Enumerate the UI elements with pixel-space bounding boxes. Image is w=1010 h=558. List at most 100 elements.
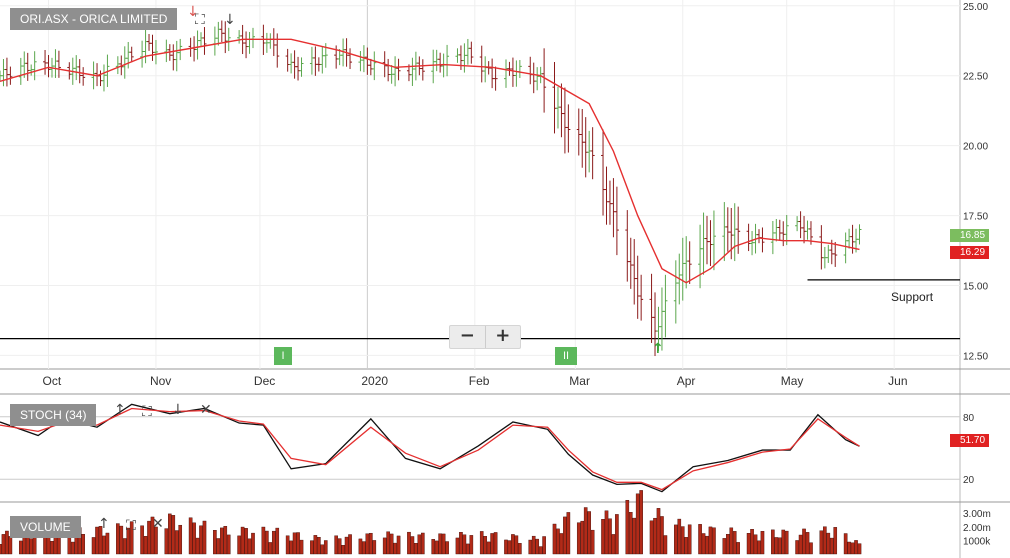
volume-bar-26 bbox=[122, 538, 127, 555]
volume-bar-111 bbox=[535, 538, 539, 555]
volume-bar-75 bbox=[362, 541, 366, 555]
volume-bar-113 bbox=[542, 536, 546, 555]
volume-bar-164 bbox=[795, 540, 799, 555]
volume-bar-43 bbox=[202, 520, 207, 555]
volume-bar-73 bbox=[348, 534, 352, 555]
volume-bar-31 bbox=[147, 520, 151, 555]
volume-bar-133 bbox=[639, 490, 643, 555]
symbol-title[interactable]: ORI.ASX - ORICA LIMITED bbox=[10, 8, 178, 30]
volume-bar-91 bbox=[438, 533, 442, 555]
volume-bar-74 bbox=[358, 538, 363, 555]
volume-bar-101 bbox=[486, 541, 491, 555]
volume-close-icon[interactable]: ✕ bbox=[152, 516, 164, 532]
volume-bar-45 bbox=[216, 538, 221, 555]
volume-bar-32 bbox=[150, 516, 155, 555]
volume-bar-107 bbox=[514, 535, 519, 555]
volume-bar-1 bbox=[1, 534, 6, 555]
stoch-series bbox=[0, 403, 860, 493]
volume-bar-158 bbox=[760, 531, 765, 555]
volume-bar-174 bbox=[843, 533, 848, 555]
expand-icon[interactable]: ⛶ bbox=[195, 12, 205, 28]
stoch-title[interactable]: STOCH (34) bbox=[10, 404, 97, 426]
volume-bar-76 bbox=[365, 533, 370, 555]
volume-tick-label-0: 1000k bbox=[963, 536, 991, 547]
volume-bar-22 bbox=[102, 535, 106, 555]
axis-labels: Oct Nov Dec 2020 Feb Mar Apr May Jun 12.50 15.00 17… bbox=[43, 2, 992, 548]
volume-bar-161 bbox=[777, 537, 782, 555]
volume-bar-155 bbox=[750, 529, 754, 555]
volume-tick-label-1: 2.00m bbox=[963, 523, 991, 534]
volume-bar-34 bbox=[164, 528, 169, 555]
volume-bar-30 bbox=[143, 536, 148, 555]
volume-bar-109 bbox=[528, 539, 533, 555]
up-arrow-green-icon: ↑ bbox=[652, 341, 664, 357]
volume-bar-50 bbox=[240, 526, 245, 555]
zoom-out-button[interactable]: − bbox=[450, 326, 486, 348]
volume-bar-139 bbox=[674, 524, 678, 555]
volume-bar-157 bbox=[757, 540, 761, 555]
stoch-move-down-icon[interactable]: ↓ bbox=[172, 402, 184, 418]
volume-bar-51 bbox=[244, 528, 248, 555]
y-tick-label-0: 12.50 bbox=[963, 351, 988, 362]
volume-bar-58 bbox=[275, 527, 280, 555]
volume-bar-69 bbox=[334, 535, 338, 555]
volume-bar-39 bbox=[188, 517, 193, 555]
down-arrow-red-icon[interactable]: ↓ bbox=[187, 4, 199, 20]
volume-bar-177 bbox=[854, 540, 858, 555]
volume-bar-120 bbox=[580, 520, 585, 555]
x-tick-label-4: Feb bbox=[469, 374, 490, 388]
volume-bar-170 bbox=[823, 526, 827, 555]
volume-bar-4 bbox=[18, 540, 23, 555]
volume-bar-168 bbox=[809, 542, 813, 555]
y-tick-label-2: 17.50 bbox=[963, 212, 988, 223]
volume-bar-23 bbox=[105, 532, 110, 555]
volume-bar-78 bbox=[372, 540, 377, 555]
volume-bar-118 bbox=[566, 512, 571, 555]
volume-bar-119 bbox=[576, 522, 581, 555]
volume-bar-54 bbox=[261, 526, 266, 555]
volume-bar-85 bbox=[410, 536, 415, 555]
volume-bar-154 bbox=[746, 533, 751, 555]
volume-bar-163 bbox=[784, 530, 789, 555]
stoch-tick-label-1: 80 bbox=[963, 413, 975, 424]
volume-bar-24 bbox=[116, 523, 120, 555]
volume-bar-137 bbox=[660, 516, 664, 555]
volume-bar-146 bbox=[705, 535, 709, 555]
volume-bar-90 bbox=[434, 540, 439, 555]
move-up-icon[interactable]: ↑ bbox=[114, 402, 126, 418]
volume-bar-83 bbox=[396, 535, 401, 555]
volume-bar-81 bbox=[389, 533, 394, 555]
zoom-in-button[interactable]: + bbox=[495, 325, 511, 346]
volume-bar-150 bbox=[725, 534, 730, 555]
volume-bar-62 bbox=[296, 532, 300, 555]
volume-bar-110 bbox=[531, 535, 536, 555]
volume-bar-92 bbox=[441, 533, 446, 555]
volume-expand-icon[interactable]: ⛶ bbox=[126, 518, 136, 534]
volume-bar-72 bbox=[344, 536, 349, 555]
volume-bar-65 bbox=[313, 535, 318, 555]
x-tick-label-2: Dec bbox=[254, 374, 275, 388]
volume-bar-97 bbox=[466, 543, 470, 555]
move-down-icon[interactable]: ↓ bbox=[224, 12, 236, 28]
stoch-expand-icon[interactable]: ⛶ bbox=[142, 404, 152, 420]
volume-bar-71 bbox=[341, 545, 345, 555]
volume-bar-56 bbox=[268, 542, 273, 555]
volume-bar-95 bbox=[459, 532, 463, 555]
volume-bar-0 bbox=[0, 544, 2, 555]
volume-bar-175 bbox=[847, 541, 851, 555]
stoch-close-icon[interactable]: ✕ bbox=[200, 402, 212, 418]
volume-bar-52 bbox=[247, 538, 252, 555]
volume-title[interactable]: VOLUME bbox=[10, 516, 81, 538]
volume-move-up-icon[interactable]: ↑ bbox=[98, 516, 110, 532]
volume-bar-37 bbox=[174, 530, 179, 555]
volume-bar-49 bbox=[237, 535, 241, 555]
volume-bar-148 bbox=[712, 527, 716, 555]
y-tick-label-1: 15.00 bbox=[963, 281, 988, 292]
volume-bar-79 bbox=[382, 537, 387, 555]
event-marker-1[interactable]: I bbox=[274, 347, 292, 365]
volume-bar-162 bbox=[781, 529, 786, 555]
volume-series bbox=[0, 490, 862, 555]
volume-bar-171 bbox=[826, 532, 831, 555]
event-marker-2[interactable]: II bbox=[555, 347, 577, 365]
